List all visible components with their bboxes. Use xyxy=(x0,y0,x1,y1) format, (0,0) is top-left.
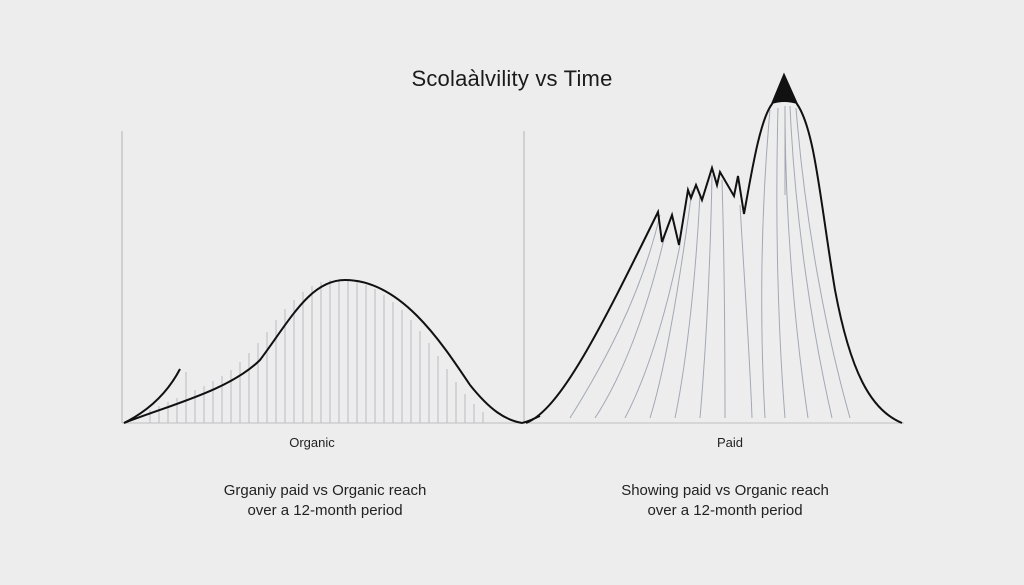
organic-label: Organic xyxy=(289,435,335,450)
paid-label: Paid xyxy=(716,435,744,450)
organic-caption-line2: over a 12-month period xyxy=(247,502,403,519)
organic-caption: Grganiy paid vs Organic reach over a 12-… xyxy=(160,481,490,521)
paid-caption-line1: Showing paid vs Organic reach xyxy=(621,482,829,499)
paid-caption-line2: over a 12-month period xyxy=(647,502,803,519)
organic-caption-line1: Grganiy paid vs Organic reach xyxy=(223,482,427,499)
paid-curve xyxy=(525,72,903,424)
chart-title: Scolaàlvility vs Time xyxy=(411,66,613,91)
organic-secondary-curve xyxy=(123,368,181,424)
paid-hatch xyxy=(569,105,851,419)
organic-hatch xyxy=(149,280,484,423)
paid-caption: Showing paid vs Organic reach over a 12-… xyxy=(560,481,890,521)
paid-peak-marker xyxy=(772,75,797,104)
organic-curve xyxy=(123,278,523,424)
